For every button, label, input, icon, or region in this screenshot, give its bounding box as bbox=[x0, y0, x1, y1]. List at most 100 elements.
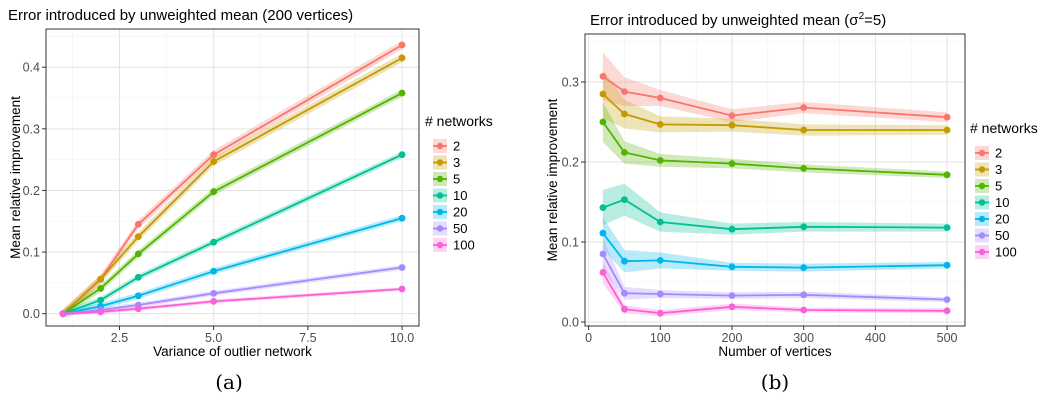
legend-label: 5 bbox=[995, 179, 1002, 194]
point-series-20 bbox=[210, 267, 218, 275]
chart-title: Error introduced by unweighted mean (200… bbox=[8, 7, 353, 24]
point-series-2 bbox=[728, 112, 736, 119]
y-tick-label: 0.2 bbox=[562, 156, 579, 170]
band-series-5 bbox=[63, 89, 402, 318]
point-series-100 bbox=[599, 269, 607, 276]
chart-title: Error introduced by unweighted mean (σ2=… bbox=[590, 11, 886, 29]
legend-label: 50 bbox=[453, 221, 467, 236]
point-series-50 bbox=[800, 291, 808, 299]
legend-key-20: 20 bbox=[433, 205, 467, 220]
point-series-20 bbox=[599, 229, 607, 237]
point-series-100 bbox=[656, 309, 664, 317]
legend-point bbox=[978, 166, 986, 173]
point-series-50 bbox=[943, 296, 951, 303]
legend-label: 10 bbox=[995, 195, 1009, 210]
legend-point bbox=[978, 199, 986, 206]
line-series-100 bbox=[602, 271, 948, 315]
point-series-3 bbox=[800, 126, 808, 134]
point-series-2 bbox=[621, 88, 628, 95]
legend-key-5: 5 bbox=[975, 179, 1002, 194]
legend-label: 10 bbox=[453, 188, 467, 203]
y-tick-label: 0.0 bbox=[562, 316, 579, 330]
point-series-100 bbox=[59, 310, 67, 318]
legend-key-3: 3 bbox=[433, 155, 460, 170]
legend-title: # networks bbox=[970, 120, 1038, 136]
legend-label: 2 bbox=[995, 146, 1002, 161]
data-points bbox=[599, 73, 951, 317]
x-tick-label: 0 bbox=[585, 331, 592, 345]
point-series-3 bbox=[728, 121, 736, 129]
panel-border bbox=[584, 33, 966, 327]
legend-point bbox=[436, 208, 444, 216]
point-series-100 bbox=[97, 308, 105, 316]
point-series-20 bbox=[943, 261, 951, 269]
point-series-20 bbox=[800, 264, 808, 271]
point-series-20 bbox=[728, 263, 736, 271]
x-tick-label: 2.5 bbox=[111, 331, 128, 345]
point-series-2 bbox=[134, 220, 142, 228]
point-series-10 bbox=[656, 218, 664, 226]
legend-key-10: 10 bbox=[975, 195, 1009, 210]
point-series-10 bbox=[943, 224, 951, 232]
legend-label: 3 bbox=[453, 155, 460, 170]
point-series-100 bbox=[728, 303, 736, 311]
series-lines bbox=[602, 75, 948, 315]
legend-key-5: 5 bbox=[433, 172, 460, 187]
legend-label: 5 bbox=[453, 172, 460, 187]
point-series-3 bbox=[656, 121, 664, 128]
point-series-5 bbox=[800, 165, 808, 172]
data-points bbox=[59, 41, 406, 318]
x-axis-ticks: 2.5 5.0 7.5 10.0 bbox=[111, 326, 414, 345]
band-series-3 bbox=[602, 70, 948, 136]
point-series-3 bbox=[599, 90, 607, 98]
point-series-5 bbox=[728, 160, 736, 168]
x-axis-title: Variance of outlier network bbox=[153, 344, 312, 359]
point-series-2 bbox=[599, 73, 607, 80]
point-series-2 bbox=[656, 94, 664, 102]
legend-label: 3 bbox=[995, 162, 1002, 177]
y-tick-label: 0.1 bbox=[23, 246, 40, 260]
point-series-5 bbox=[210, 188, 218, 196]
point-series-2 bbox=[398, 41, 406, 49]
point-series-3 bbox=[134, 233, 142, 241]
point-series-100 bbox=[134, 305, 142, 313]
y-tick-label: 0.1 bbox=[562, 236, 579, 250]
line-series-20 bbox=[602, 232, 948, 269]
point-series-100 bbox=[621, 305, 628, 313]
y-tick-label: 0.2 bbox=[23, 184, 40, 198]
point-series-5 bbox=[97, 285, 105, 292]
point-series-5 bbox=[134, 250, 142, 258]
legend-point bbox=[978, 182, 986, 190]
point-series-5 bbox=[599, 118, 607, 126]
chart-panel-a: Error introduced by unweighted mean (200… bbox=[8, 7, 493, 394]
legend-key-50: 50 bbox=[975, 228, 1009, 243]
point-series-100 bbox=[943, 307, 951, 315]
legend-point bbox=[436, 159, 444, 166]
point-series-100 bbox=[398, 285, 406, 293]
x-tick-label: 100 bbox=[650, 331, 671, 345]
line-series-2 bbox=[602, 75, 948, 119]
point-series-2 bbox=[943, 113, 951, 121]
legend-label: 100 bbox=[453, 238, 475, 253]
point-series-5 bbox=[398, 89, 406, 97]
point-series-50 bbox=[210, 289, 218, 297]
x-tick-label: 200 bbox=[722, 331, 743, 345]
point-series-50 bbox=[656, 290, 664, 298]
y-axis-ticks: 0.0 0.1 0.2 0.3 bbox=[562, 76, 585, 330]
point-series-5 bbox=[656, 157, 664, 164]
point-series-10 bbox=[621, 196, 628, 204]
legend-point bbox=[978, 215, 986, 223]
point-series-20 bbox=[656, 257, 664, 264]
point-series-3 bbox=[621, 110, 628, 118]
x-tick-label: 7.5 bbox=[299, 331, 316, 345]
gridlines bbox=[584, 33, 966, 327]
y-axis-title: Mean relative improvement bbox=[545, 98, 560, 261]
line-series-3 bbox=[602, 93, 948, 131]
y-tick-label: 0.3 bbox=[562, 76, 579, 90]
legend-key-10: 10 bbox=[433, 188, 467, 203]
legend-key-100: 100 bbox=[433, 238, 475, 253]
y-tick-label: 0.0 bbox=[23, 307, 40, 321]
x-tick-label: 5.0 bbox=[205, 331, 222, 345]
point-series-5 bbox=[943, 171, 951, 179]
x-tick-label: 10.0 bbox=[390, 331, 414, 345]
